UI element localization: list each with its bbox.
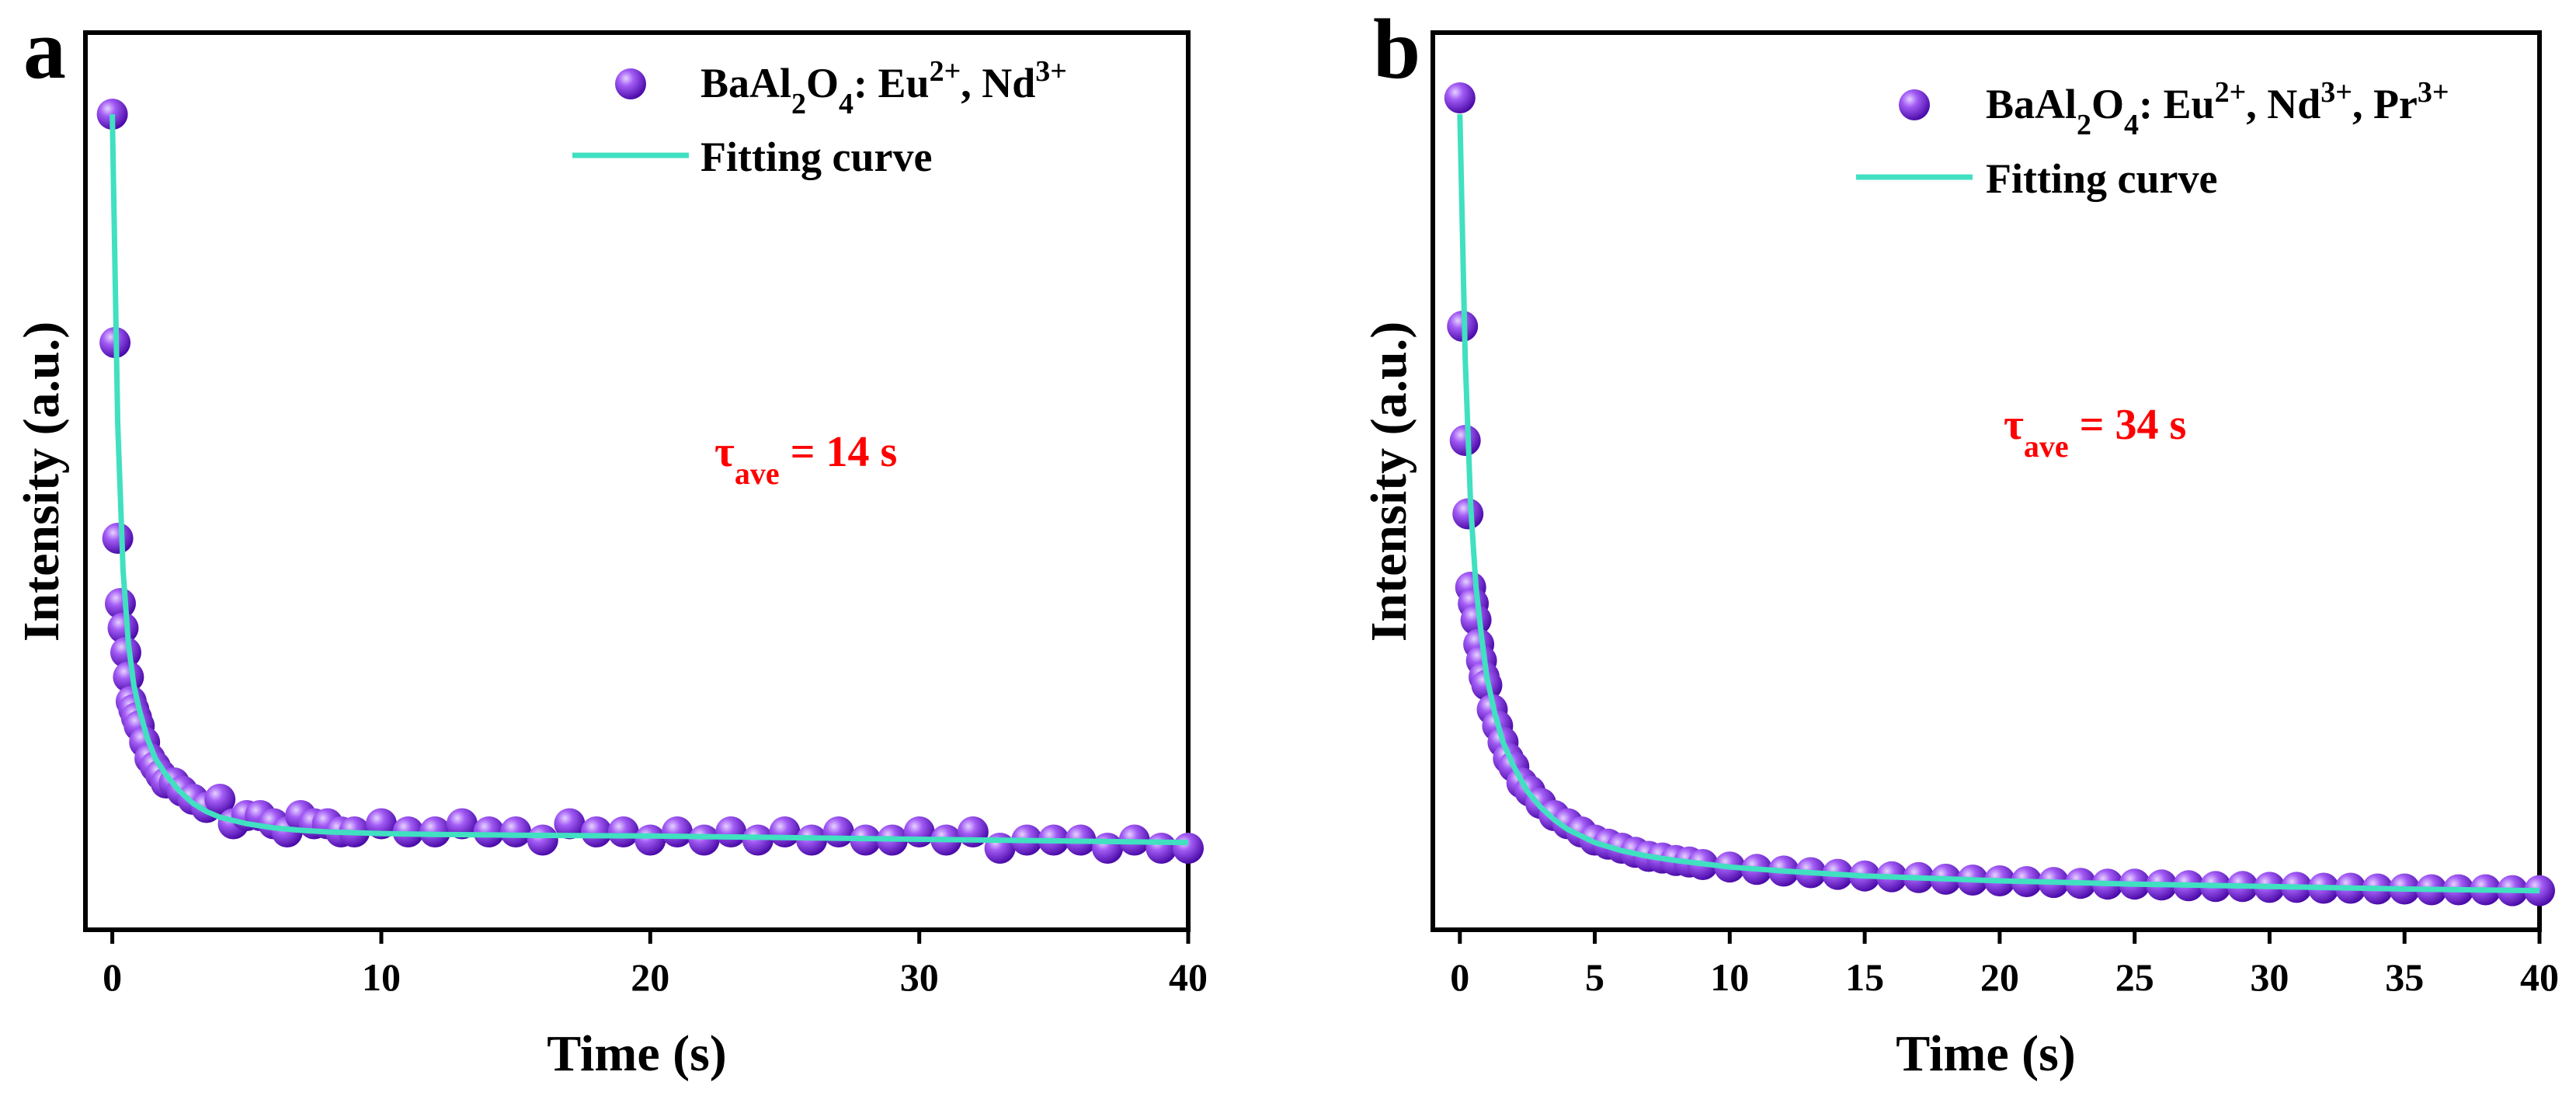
data-point xyxy=(446,808,478,840)
x-ticks-a: 0 10 20 30 40 xyxy=(103,930,1208,999)
x-tick-label: 35 xyxy=(2385,955,2424,999)
data-point xyxy=(1460,604,1492,635)
tau-annotation-b: τave = 34 s xyxy=(2004,401,2186,464)
x-tick-label: 30 xyxy=(900,955,939,999)
fitting-curve-a xyxy=(110,113,1189,846)
data-point xyxy=(1173,833,1204,864)
x-tick-label: 0 xyxy=(1450,955,1469,999)
data-point xyxy=(1092,833,1124,864)
legend-a: BaAl2O4: Eu2+, Nd3+ Fitting curve xyxy=(572,55,1067,180)
data-point xyxy=(204,784,236,815)
x-axis-title-b: Time (s) xyxy=(1896,1025,2076,1082)
x-tick-label: 15 xyxy=(1845,955,1884,999)
data-point xyxy=(1145,833,1177,864)
data-point xyxy=(554,808,586,840)
y-axis-title-a: Intensity (a.u.) xyxy=(13,322,70,642)
panel-letter-a: a xyxy=(23,2,66,96)
legend-marker-a xyxy=(615,68,646,99)
data-point xyxy=(607,816,639,847)
panel-b: b 0 5 10 15 20 25 30 35 40 BaAl2O4: Eu2+, Nd3+, … xyxy=(1361,2,2559,1082)
y-axis-title-b: Intensity (a.u.) xyxy=(1361,322,1417,642)
data-point xyxy=(500,816,532,847)
legend-fit-label-b: Fitting curve xyxy=(1986,155,2217,202)
legend-b: BaAl2O4: Eu2+, Nd3+, Pr3+ Fitting curve xyxy=(1856,76,2449,202)
plot-frame-a xyxy=(83,30,1191,932)
legend-series-label-b: BaAl2O4: Eu2+, Nd3+, Pr3+ xyxy=(1986,76,2449,141)
data-point xyxy=(984,833,1016,864)
data-point xyxy=(715,816,747,847)
data-point xyxy=(769,816,801,847)
data-points-a xyxy=(96,99,1204,864)
x-ticks-b: 0 5 10 15 20 25 30 35 40 xyxy=(1450,930,2559,999)
legend-series-label-a: BaAl2O4: Eu2+, Nd3+ xyxy=(700,55,1067,120)
data-point xyxy=(688,824,720,856)
tau-annotation-a: τave = 14 s xyxy=(714,428,897,491)
data-point xyxy=(634,824,666,856)
x-tick-label: 25 xyxy=(2115,955,2154,999)
x-tick-label: 10 xyxy=(1710,955,1749,999)
x-tick-label: 30 xyxy=(2250,955,2289,999)
legend-fit-label-a: Fitting curve xyxy=(700,134,932,180)
data-point xyxy=(473,816,505,847)
data-point xyxy=(527,824,558,856)
x-tick-label: 0 xyxy=(103,955,122,999)
x-axis-title-a: Time (s) xyxy=(547,1025,727,1082)
data-points-b xyxy=(1444,82,2555,906)
data-point xyxy=(662,816,693,847)
data-point xyxy=(822,816,854,847)
x-tick-label: 40 xyxy=(1169,955,1208,999)
plot-frame-b xyxy=(1431,30,2542,932)
x-tick-label: 40 xyxy=(2520,955,2559,999)
data-point xyxy=(110,637,141,668)
panel-letter-b: b xyxy=(1373,2,1420,96)
data-point xyxy=(107,612,139,644)
data-point xyxy=(1452,498,1484,530)
panel-a: a 0 10 20 30 40 BaAl2O4: Eu2+, Nd3+ Fitting … xyxy=(13,2,1208,1082)
x-tick-label: 5 xyxy=(1585,955,1604,999)
x-tick-label: 10 xyxy=(362,955,401,999)
fitting-curve-b xyxy=(1457,113,2540,894)
data-point xyxy=(957,816,989,847)
data-point xyxy=(102,523,134,554)
data-point xyxy=(903,816,935,847)
data-point xyxy=(742,824,773,856)
data-point xyxy=(1449,425,1481,456)
legend-marker-b xyxy=(1899,89,1930,120)
data-point xyxy=(581,816,612,847)
x-tick-label: 20 xyxy=(631,955,669,999)
data-point xyxy=(1444,82,1476,113)
x-tick-label: 20 xyxy=(1980,955,2019,999)
